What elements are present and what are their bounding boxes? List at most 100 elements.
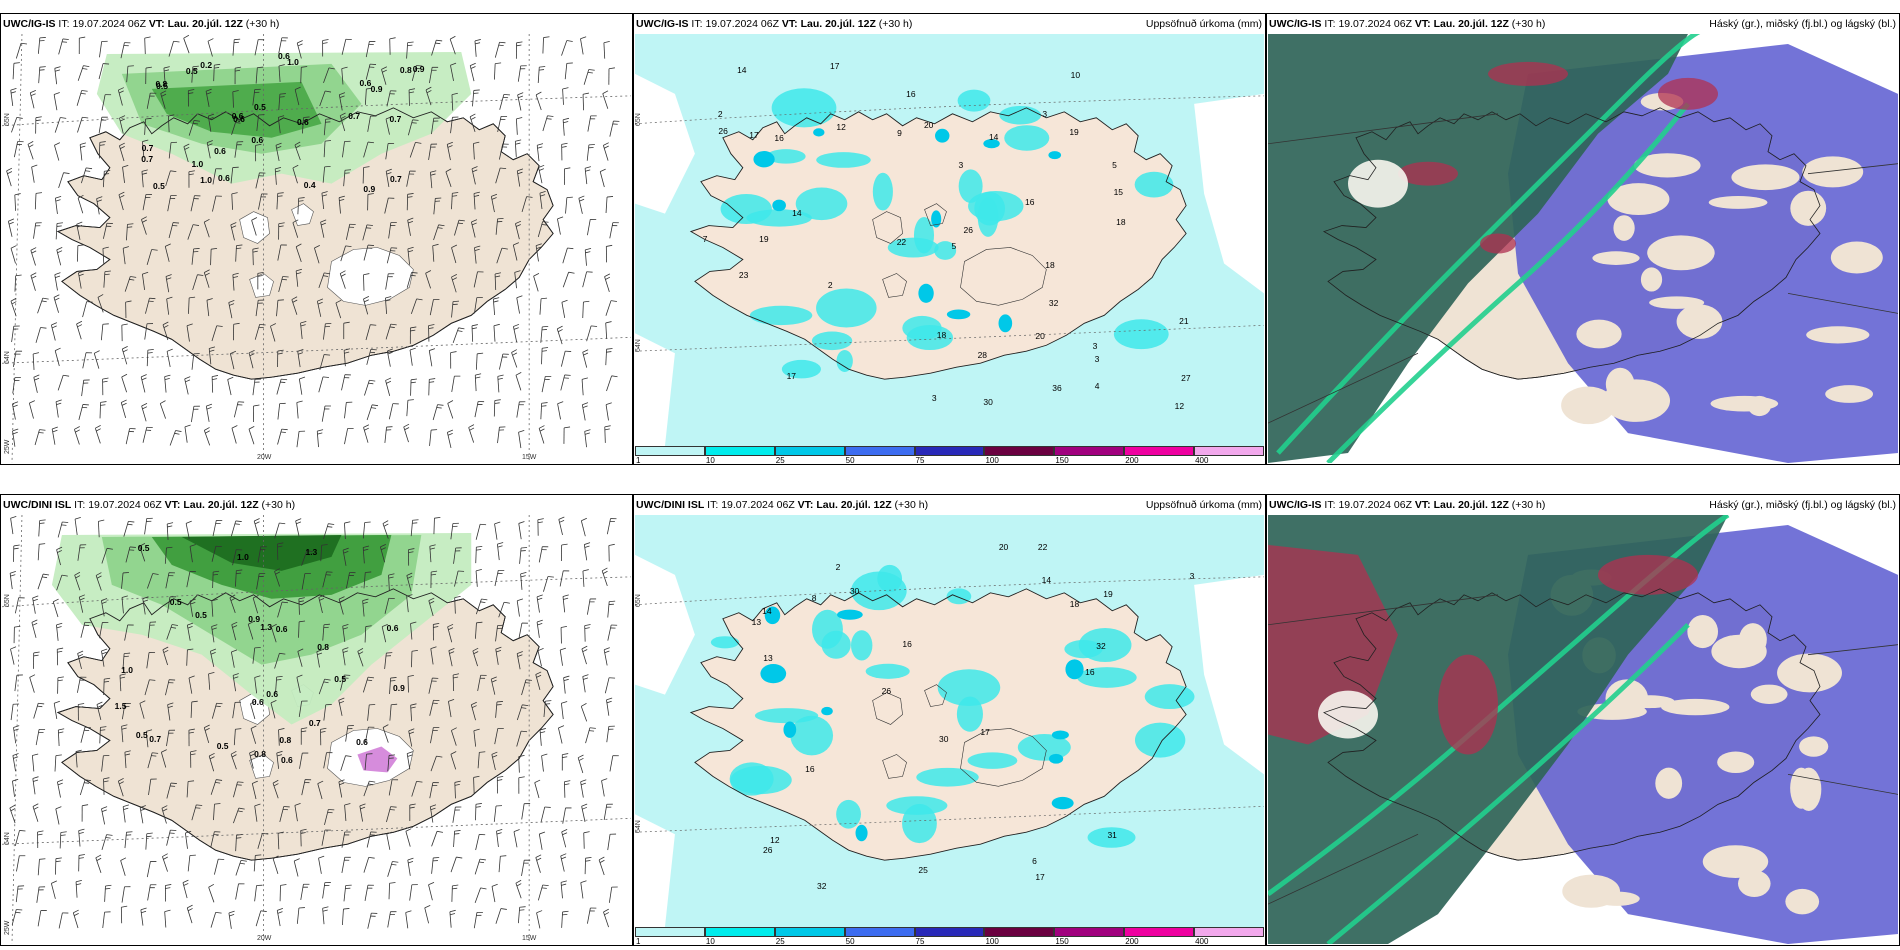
lat-label: 65N [635,113,642,126]
map-value-label: 30 [983,396,993,407]
model-name: UWC/DINI ISL [3,499,72,511]
map-value-label: 10 [1070,70,1081,81]
vt-value: Lau. 20.júl. 12Z [1433,18,1509,30]
map-value-label: 0.9 [248,613,261,624]
it-label: IT: [707,499,719,511]
vt-label: VT: [797,499,814,511]
lon-label: 20W [257,454,272,461]
map-value-label: 16 [805,764,815,775]
map-value-label: 14 [762,605,772,616]
map-value-label: 4 [1094,380,1100,391]
colorbar-cell [1124,927,1195,937]
it-value: 19.07.2024 06Z [72,18,146,30]
it-value: 19.07.2024 06Z [1338,499,1412,511]
map-value-label: 9 [897,128,902,139]
map-value-label: 0.9 [363,184,376,195]
colorbar-tick: 400 [1195,937,1209,946]
map-value-label: 1.0 [200,175,212,186]
map-value-label: 6 [1032,855,1037,866]
map-value-label: 22 [1037,542,1048,553]
lat-label: 65N [4,594,11,607]
model-name: UWC/IG-IS [636,18,689,30]
map-value-label: 0.6 [275,623,288,634]
fog-panel-top: UWC/IG-IS IT: 19.07.2024 06Z VT: Lau. 20… [0,13,633,465]
map-value-label: 0.8 [254,749,266,760]
map-value-label: 21 [1179,315,1189,326]
colorbar-cell [635,446,705,456]
lat-label: 64N [635,820,642,833]
map-value-label: 0.6 [356,737,368,748]
map-value-label: 18 [1045,260,1055,271]
map-value-label: 26 [763,845,773,856]
map-value-label: 3 [1189,570,1195,581]
map-value-label: 1.3 [305,546,318,557]
map-value-label: 0.5 [156,80,168,91]
fog-map: 1.3 1.0 1.3 1.5 0.6 0.5 0.5 0.5 0.5 0.5 0.5 1.0 0.9 0… [2,515,631,944]
cloud-title: Háský (gr.), miðský (fj.bl.) og lágský (… [1709,18,1896,30]
model-name: UWC/IG-IS [1269,18,1322,30]
colorbar-cell [1054,927,1125,937]
map-value-label: 32 [1096,641,1106,652]
map-value-label: 0.7 [141,143,154,154]
vt-value: Lau. 20.júl. 12Z [800,18,876,30]
map-value-label: 0.9 [412,63,425,74]
map-value-label: 14 [737,64,747,75]
map-value-label: 0.5 [195,609,207,620]
map-value-label: 16 [906,89,916,100]
map-value-label: 2 [835,561,841,572]
map-value-label: 12 [1174,400,1185,411]
lead-time: (+30 h) [894,499,929,511]
map-value-label: 12 [836,121,846,132]
map-value-label: 0.6 [359,78,372,89]
colorbar-tick: 400 [1195,456,1209,465]
map-value-label: 16 [902,638,912,649]
colorbar-tick: 25 [775,937,785,946]
map-value-label: 0.6 [231,110,244,121]
map-value-label: 17 [980,726,990,737]
fog-panel-bottom: UWC/DINI ISL IT: 19.07.2024 06Z VT: Lau.… [0,494,633,946]
it-label: IT: [691,18,703,30]
lat-label: 65N [635,594,642,607]
vt-label: VT: [1414,499,1431,511]
map-value-label: 30 [849,585,860,596]
colorbar-tick: 200 [1125,456,1139,465]
map-value-label: 0.7 [308,717,321,728]
map-value-label: 1.3 [260,622,273,633]
map-value-label: 0.6 [296,116,309,127]
cloud-title: Háský (gr.), miðský (fj.bl.) og lágský (… [1709,499,1896,511]
map-value-label: 0.6 [386,622,399,633]
map-value-label: 0.6 [266,688,279,699]
map-value-label: 0.7 [149,733,162,744]
map-value-label: 2 [827,279,833,290]
map-value-label: 14 [792,207,802,218]
panel-header: UWC/IG-IS IT: 19.07.2024 06Z VT: Lau. 20… [1267,14,1899,34]
lat-label: 64N [4,832,11,845]
colorbar-tick: 50 [845,456,855,465]
map-value-label: 18 [1116,217,1126,228]
lead-time: (+30 h) [245,18,280,30]
map-value-label: 0.6 [233,114,245,125]
map-value-label: 17 [786,370,797,381]
lat-label: 64N [4,351,11,364]
colorbar-cell [984,446,1055,456]
colorbar-cell [704,927,775,937]
colorbar-cell [1194,927,1264,937]
map-value-label: 5 [1112,160,1117,171]
map-value-label: 3 [1042,109,1048,120]
colorbar-tick: 75 [915,937,925,946]
map-value-label: 0.8 [399,65,412,76]
map-value-label: 0.5 [152,180,165,191]
model-name: UWC/IG-IS [1269,499,1322,511]
colorbar-tick: 10 [705,937,715,946]
colorbar-tick: 50 [845,937,855,946]
colorbar-cell [1194,446,1264,456]
colorbar-cell [844,446,915,456]
map-value-label: 0.5 [334,674,347,684]
map-value-label: 18 [1069,598,1080,609]
map-value-label: 16 [774,132,784,143]
it-value: 19.07.2024 06Z [88,499,162,511]
map-value-label: 0.5 [254,101,266,112]
map-value-label: 22 [896,236,907,247]
map-value-label: 0.4 [303,179,316,190]
vt-label: VT: [148,18,165,30]
